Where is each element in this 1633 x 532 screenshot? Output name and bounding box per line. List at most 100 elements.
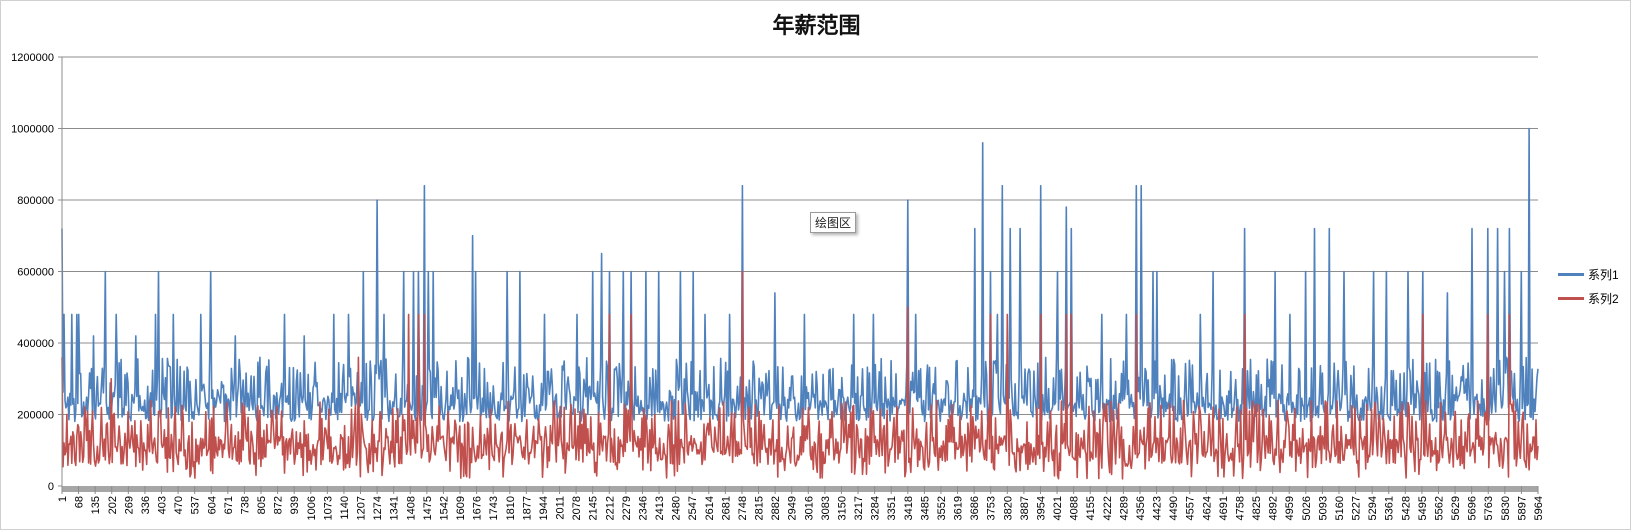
x-tick-label: 1 xyxy=(57,496,69,502)
x-tick-label: 2547 xyxy=(687,496,699,520)
x-tick-label: 4691 xyxy=(1218,496,1230,520)
x-tick-label: 805 xyxy=(256,496,268,514)
x-tick-label: 5294 xyxy=(1367,496,1379,520)
x-tick-label: 5562 xyxy=(1433,496,1445,520)
x-tick-label: 2279 xyxy=(621,496,633,520)
x-tick-label: 2882 xyxy=(770,496,782,520)
x-tick-label: 5093 xyxy=(1317,496,1329,520)
x-tick-label: 3083 xyxy=(820,496,832,520)
x-tick-label: 2145 xyxy=(588,496,600,520)
legend-label: 系列2 xyxy=(1588,291,1619,306)
x-tick-label: 5495 xyxy=(1417,496,1429,520)
x-tick-label: 2748 xyxy=(737,496,749,520)
x-tick-label: 2212 xyxy=(604,496,616,520)
y-tick-label: 200000 xyxy=(17,410,54,422)
x-tick-label: 1542 xyxy=(438,496,450,520)
legend-item[interactable]: 系列1 xyxy=(1558,262,1619,286)
x-tick-label: 5227 xyxy=(1351,496,1363,520)
y-tick-label: 1200000 xyxy=(11,52,54,64)
x-tick-label: 872 xyxy=(273,496,285,514)
x-tick-label: 5897 xyxy=(1516,496,1528,520)
x-tick-label: 2346 xyxy=(637,496,649,520)
x-tick-label: 4624 xyxy=(1201,496,1213,520)
x-tick-label: 3284 xyxy=(870,496,882,520)
x-tick-label: 1475 xyxy=(422,496,434,520)
x-tick-label: 537 xyxy=(190,496,202,514)
x-tick-label: 4758 xyxy=(1234,496,1246,520)
chart-title: 年薪范围 xyxy=(772,13,861,39)
x-tick-label: 1073 xyxy=(322,496,334,520)
x-tick-label: 5830 xyxy=(1500,496,1512,520)
x-tick-label: 738 xyxy=(239,496,251,514)
x-axis-ticks: 1 68 135 202 269 336 403 470 537 604 671 738 805 872 9… xyxy=(57,486,1545,520)
x-tick-label: 4825 xyxy=(1251,496,1263,520)
x-axis-band xyxy=(62,486,1538,492)
y-tick-label: 800000 xyxy=(17,195,54,207)
x-tick-label: 403 xyxy=(157,496,169,514)
y-tick-label: 600000 xyxy=(17,267,54,279)
x-tick-label: 1006 xyxy=(306,496,318,520)
x-tick-label: 470 xyxy=(173,496,185,514)
x-tick-label: 5428 xyxy=(1400,496,1412,520)
x-tick-label: 1274 xyxy=(372,496,384,520)
x-tick-label: 336 xyxy=(140,496,152,514)
x-tick-label: 4088 xyxy=(1069,496,1081,520)
x-tick-label: 2681 xyxy=(720,496,732,520)
plot-area-tooltip: 绘图区 xyxy=(810,212,857,233)
x-tick-label: 4356 xyxy=(1135,496,1147,520)
x-tick-label: 4222 xyxy=(1102,496,1114,520)
x-tick-label: 1944 xyxy=(538,496,550,520)
x-tick-label: 1408 xyxy=(405,496,417,520)
x-tick-label: 135 xyxy=(90,496,102,514)
x-tick-label: 4959 xyxy=(1284,496,1296,520)
x-tick-label: 939 xyxy=(289,496,301,514)
x-tick-label: 5160 xyxy=(1334,496,1346,520)
x-tick-label: 2413 xyxy=(654,496,666,520)
legend[interactable]: 系列1 系列2 xyxy=(1558,262,1619,310)
x-tick-label: 1810 xyxy=(505,496,517,520)
x-tick-label: 3217 xyxy=(853,496,865,520)
x-tick-label: 604 xyxy=(206,496,218,514)
x-tick-label: 3418 xyxy=(903,496,915,520)
x-tick-label: 2078 xyxy=(571,496,583,520)
x-tick-label: 4490 xyxy=(1168,496,1180,520)
x-tick-label: 3887 xyxy=(1019,496,1031,520)
series-line-1[interactable] xyxy=(61,127,1539,423)
x-tick-label: 3552 xyxy=(936,496,948,520)
x-tick-label: 5696 xyxy=(1467,496,1479,520)
x-tick-label: 671 xyxy=(223,496,235,514)
x-tick-label: 1341 xyxy=(389,496,401,520)
x-tick-label: 5763 xyxy=(1483,496,1495,520)
x-tick-label: 3485 xyxy=(919,496,931,520)
series-line-2[interactable] xyxy=(61,270,1539,480)
x-tick-label: 1877 xyxy=(521,496,533,520)
gridlines xyxy=(62,56,1538,415)
x-tick-label: 4557 xyxy=(1185,496,1197,520)
y-tick-label: 0 xyxy=(48,481,54,493)
y-tick-label: 1000000 xyxy=(11,124,54,136)
series-layer xyxy=(61,127,1539,480)
x-tick-label: 1676 xyxy=(472,496,484,520)
x-tick-label: 2614 xyxy=(704,496,716,520)
x-tick-label: 3753 xyxy=(986,496,998,520)
x-tick-label: 3351 xyxy=(886,496,898,520)
x-tick-label: 2480 xyxy=(671,496,683,520)
x-tick-label: 1140 xyxy=(339,496,351,520)
legend-swatch xyxy=(1558,296,1584,300)
x-tick-label: 5629 xyxy=(1450,496,1462,520)
x-tick-label: 2011 xyxy=(555,496,567,520)
x-tick-label: 3686 xyxy=(969,496,981,520)
x-tick-label: 5964 xyxy=(1533,496,1545,520)
x-tick-label: 3016 xyxy=(803,496,815,520)
x-tick-label: 5361 xyxy=(1384,496,1396,520)
x-tick-label: 4155 xyxy=(1085,496,1097,520)
legend-label: 系列1 xyxy=(1588,267,1619,282)
legend-item[interactable]: 系列2 xyxy=(1558,286,1619,310)
x-tick-label: 3820 xyxy=(1002,496,1014,520)
x-tick-label: 1743 xyxy=(488,496,500,520)
x-tick-label: 4289 xyxy=(1118,496,1130,520)
axes xyxy=(61,57,1538,492)
x-tick-label: 68 xyxy=(74,496,86,508)
